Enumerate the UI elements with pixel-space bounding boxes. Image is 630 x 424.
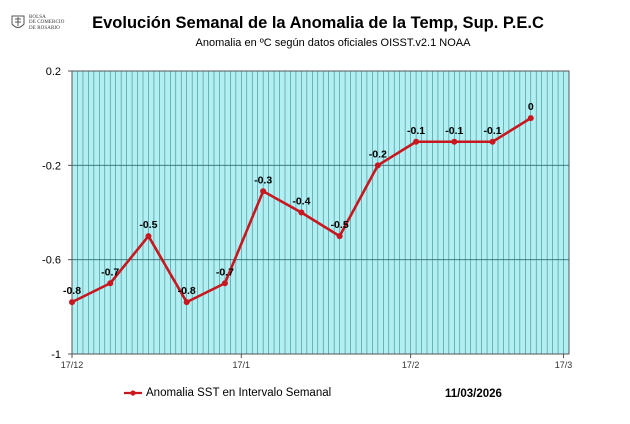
data-label: -0.5 xyxy=(139,219,157,231)
data-label: -0.8 xyxy=(63,285,81,297)
y-axis: 0.2 -0.2 -0.6 -1 xyxy=(42,66,72,361)
report-date: 11/03/2026 xyxy=(445,388,502,400)
data-label: -0.5 xyxy=(331,219,349,231)
data-point xyxy=(145,233,152,240)
data-label: -0.7 xyxy=(216,266,234,278)
plot-area xyxy=(72,71,569,354)
bcr-logo: Bolsa de Comercio de Rosario xyxy=(10,12,80,34)
x-axis: 17/12 17/1 17/2 17/3 xyxy=(61,354,573,370)
data-label: 0 xyxy=(528,101,534,113)
data-point xyxy=(413,138,420,145)
logo-line-1: Bolsa xyxy=(29,14,46,20)
x-tick-label: 17/1 xyxy=(233,360,251,370)
data-label: -0.1 xyxy=(483,125,501,137)
series-anomalia: -0.8 -0.7 -0.5 -0.8 -0.7 -0.3 -0.4 -0.5 -0.2 -0.1… xyxy=(63,101,534,306)
data-point xyxy=(336,233,343,240)
legend-swatch-icon xyxy=(124,390,142,396)
data-point xyxy=(374,162,381,169)
data-point xyxy=(221,280,228,287)
bcr-emblem-icon xyxy=(11,15,25,28)
y-tick-label: 0.2 xyxy=(46,66,61,78)
data-point xyxy=(489,138,496,145)
legend-marker xyxy=(130,390,136,396)
data-label: -0.3 xyxy=(254,174,272,186)
data-label: -0.2 xyxy=(369,148,387,160)
data-point xyxy=(69,299,75,306)
legend: Anomalia SST en Intervalo Semanal xyxy=(124,387,331,399)
data-point xyxy=(527,115,534,122)
y-tick-label: -0.2 xyxy=(42,160,61,172)
x-tick-label: 17/3 xyxy=(555,360,573,370)
chart-subtitle: Anomalia en ºC según datos oficiales OIS… xyxy=(195,37,471,49)
logo-line-2: de Comercio xyxy=(29,20,65,26)
bcr-logo-text: Bolsa de Comercio de Rosario xyxy=(29,15,64,32)
y-tick-label: -1 xyxy=(51,349,61,361)
data-label: -0.4 xyxy=(292,196,310,208)
data-point xyxy=(107,280,114,287)
logo-line-3: de Rosario xyxy=(29,25,60,31)
plot-frame xyxy=(71,70,570,355)
x-tick-label: 17/2 xyxy=(402,360,420,370)
data-label: -0.1 xyxy=(407,125,425,137)
x-tick-label: 17/12 xyxy=(61,360,84,370)
legend-label: Anomalia SST en Intervalo Semanal xyxy=(146,387,332,399)
y-tick-label: -0.6 xyxy=(42,255,61,267)
data-label: -0.8 xyxy=(178,285,196,297)
data-point xyxy=(183,299,190,306)
vertical-gridlines xyxy=(71,71,570,354)
data-point xyxy=(298,209,305,216)
data-point xyxy=(451,138,458,145)
data-label: -0.7 xyxy=(101,266,119,278)
data-label: -0.1 xyxy=(445,125,463,137)
data-point xyxy=(260,188,267,195)
chart-title: Evolución Semanal de la Anomalia de la T… xyxy=(92,14,544,32)
